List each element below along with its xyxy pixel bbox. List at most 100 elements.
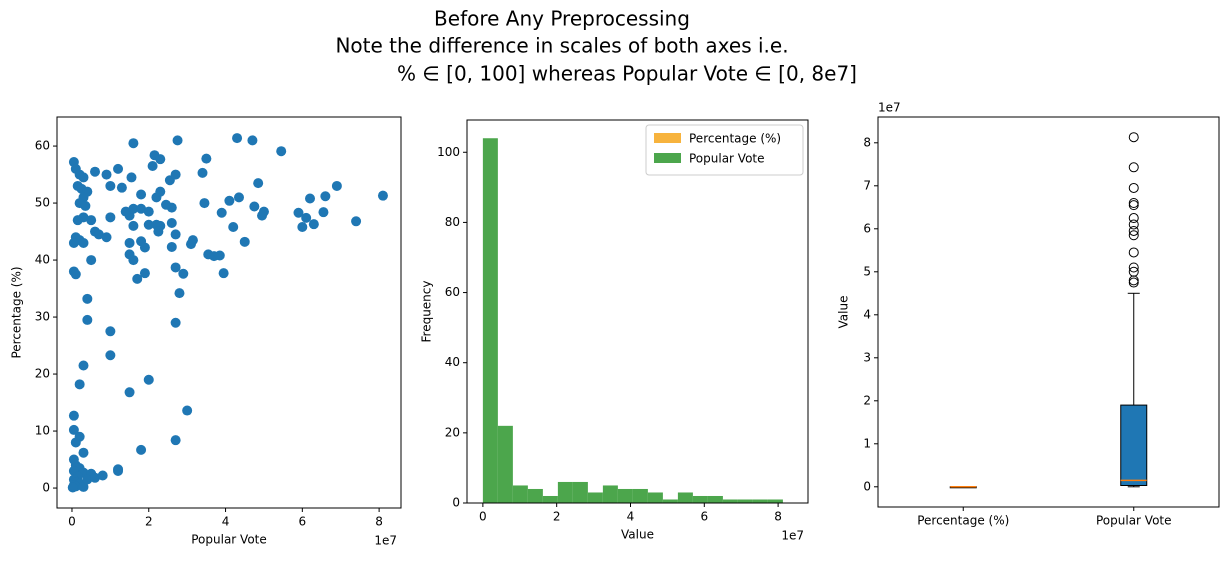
x-tick-label: 6	[299, 515, 307, 529]
title-line: Before Any Preprocessing	[434, 7, 690, 31]
point	[86, 255, 97, 266]
point	[147, 161, 158, 172]
point	[82, 293, 93, 304]
point	[113, 464, 124, 475]
point	[105, 180, 116, 191]
point	[82, 474, 93, 485]
x-tick-label: 2	[145, 515, 153, 529]
y-axis-label: Percentage (%)	[10, 266, 24, 358]
x-tick-label: 2	[553, 510, 561, 524]
point	[172, 135, 183, 146]
point	[120, 206, 131, 217]
point	[136, 189, 147, 200]
point	[253, 178, 264, 189]
point	[101, 232, 112, 243]
point	[249, 201, 260, 212]
point	[124, 387, 135, 398]
point	[218, 268, 229, 279]
x-tick-label: Percentage (%)	[917, 514, 1009, 528]
point	[174, 288, 185, 299]
axes-frame	[466, 119, 809, 504]
point	[101, 169, 112, 180]
histogram-bar	[737, 499, 753, 503]
y-tick-label: 5	[863, 264, 871, 278]
point	[78, 447, 89, 458]
point	[128, 255, 139, 266]
point	[97, 470, 108, 481]
y-tick-label: 30	[35, 310, 50, 324]
point	[143, 374, 154, 385]
point	[155, 154, 166, 165]
outlier	[1128, 162, 1139, 173]
y-tick-label: 80	[445, 215, 460, 229]
point	[318, 207, 329, 218]
point	[258, 206, 269, 217]
point	[216, 207, 227, 218]
y-tick-label: 4	[863, 307, 871, 321]
histogram-bar	[692, 495, 708, 503]
point	[132, 273, 143, 284]
outlier	[1128, 262, 1139, 273]
y-tick-label: 2	[863, 393, 871, 407]
y-tick-label: 40	[35, 253, 50, 267]
point	[67, 482, 78, 493]
point	[276, 146, 287, 157]
point	[116, 182, 127, 193]
point	[105, 212, 116, 223]
axes-frame	[56, 116, 402, 509]
point	[78, 172, 89, 183]
x-tick-label: 8	[375, 515, 383, 529]
outlier	[1128, 230, 1139, 241]
point	[170, 169, 181, 180]
point	[128, 220, 139, 231]
outlier	[1128, 275, 1139, 286]
point	[72, 215, 83, 226]
point	[70, 437, 81, 448]
point	[78, 481, 89, 492]
outlier	[1128, 132, 1139, 143]
point	[143, 206, 154, 217]
y-offset-label: 1e7	[878, 101, 901, 115]
point	[214, 250, 225, 261]
x-tick-label: 4	[222, 515, 230, 529]
y-tick-label: 0	[42, 481, 50, 495]
point	[297, 222, 308, 233]
point	[105, 350, 116, 361]
point	[170, 262, 181, 273]
point	[139, 268, 150, 279]
histogram-bar	[602, 485, 618, 503]
point	[86, 215, 97, 226]
point	[308, 219, 319, 230]
outlier	[1128, 277, 1139, 288]
point	[301, 212, 312, 223]
point	[199, 198, 210, 209]
legend-swatch	[654, 153, 681, 163]
point	[68, 237, 79, 248]
x-axis-label: Value	[621, 528, 654, 542]
histogram-bar	[572, 481, 588, 503]
outlier	[1128, 182, 1139, 193]
outlier	[1128, 197, 1139, 208]
title-line: Note the difference in scales of both ax…	[335, 34, 788, 58]
point	[90, 472, 101, 483]
point	[170, 317, 181, 328]
point	[128, 138, 139, 149]
point	[78, 360, 89, 371]
point	[155, 186, 166, 197]
histogram-bar	[662, 499, 678, 503]
point	[201, 153, 212, 164]
x-tick-label: 0	[68, 515, 76, 529]
point	[228, 222, 239, 233]
y-tick-label: 0	[452, 496, 460, 510]
y-tick-label: 50	[35, 196, 50, 210]
point	[166, 218, 177, 229]
y-tick-label: 40	[445, 355, 460, 369]
y-tick-label: 1	[863, 436, 871, 450]
histogram-bar	[632, 488, 648, 503]
histogram-bar	[497, 425, 513, 503]
y-tick-label: 60	[445, 285, 460, 299]
legend-label: Percentage (%)	[689, 132, 781, 146]
point	[105, 326, 116, 337]
point	[351, 216, 362, 227]
point	[93, 229, 104, 240]
